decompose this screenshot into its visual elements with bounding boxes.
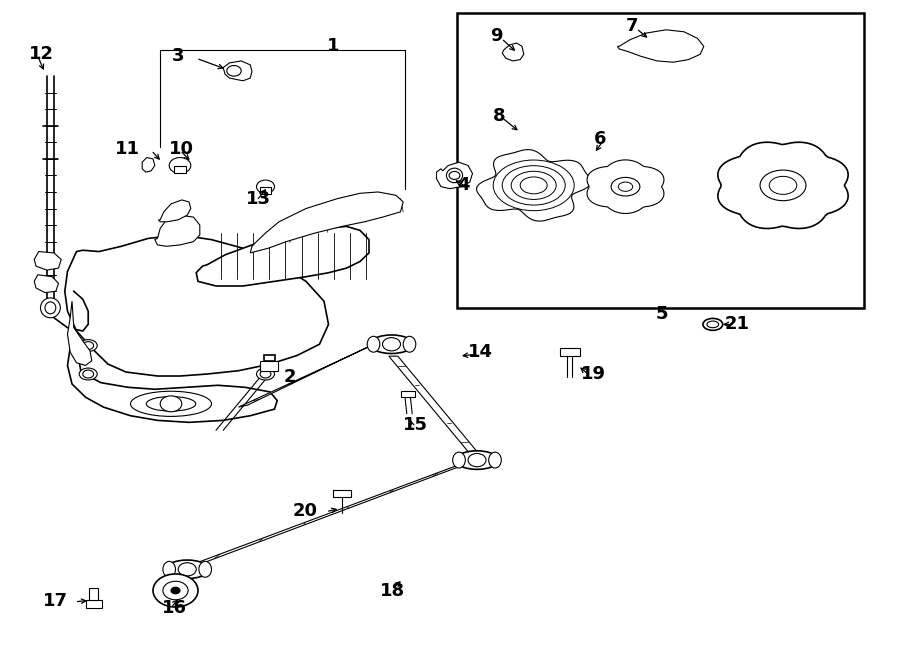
Polygon shape: [196, 226, 369, 286]
Polygon shape: [587, 160, 664, 213]
Text: 19: 19: [580, 365, 606, 383]
Polygon shape: [34, 252, 61, 270]
Polygon shape: [34, 275, 58, 293]
Circle shape: [163, 581, 188, 600]
Ellipse shape: [79, 340, 97, 352]
Polygon shape: [718, 142, 848, 228]
Polygon shape: [68, 301, 92, 365]
Polygon shape: [238, 344, 374, 407]
Bar: [174, 166, 186, 173]
Ellipse shape: [760, 170, 806, 201]
Ellipse shape: [611, 177, 640, 196]
Ellipse shape: [770, 176, 796, 195]
Ellipse shape: [367, 336, 380, 352]
Circle shape: [171, 587, 180, 594]
Circle shape: [153, 574, 198, 607]
Ellipse shape: [166, 560, 209, 579]
Ellipse shape: [199, 561, 212, 577]
Ellipse shape: [520, 177, 547, 194]
Ellipse shape: [493, 160, 574, 211]
Circle shape: [382, 338, 400, 351]
Bar: [89, 588, 98, 600]
Ellipse shape: [455, 451, 499, 469]
Text: 15: 15: [403, 416, 428, 434]
Ellipse shape: [370, 335, 413, 354]
Ellipse shape: [146, 397, 196, 411]
Text: 9: 9: [491, 27, 503, 46]
Circle shape: [256, 180, 274, 193]
Ellipse shape: [40, 298, 60, 318]
Bar: [264, 355, 274, 361]
Text: 4: 4: [457, 176, 470, 195]
Polygon shape: [436, 162, 472, 189]
Text: 11: 11: [114, 140, 140, 158]
Text: 10: 10: [169, 140, 194, 158]
Bar: [260, 187, 271, 194]
Ellipse shape: [453, 452, 465, 468]
Text: 14: 14: [468, 343, 493, 361]
Bar: [457, 13, 864, 308]
Text: 18: 18: [380, 581, 405, 600]
Ellipse shape: [45, 302, 56, 314]
Bar: [260, 361, 278, 371]
Ellipse shape: [618, 182, 633, 191]
Polygon shape: [250, 192, 403, 253]
Polygon shape: [155, 215, 200, 246]
Polygon shape: [65, 235, 328, 376]
Polygon shape: [389, 356, 477, 451]
Polygon shape: [68, 331, 277, 422]
Text: 21: 21: [724, 315, 750, 334]
Polygon shape: [223, 61, 252, 81]
Polygon shape: [186, 462, 466, 569]
Text: 1: 1: [327, 37, 339, 56]
Text: 6: 6: [594, 130, 607, 148]
Ellipse shape: [163, 561, 176, 577]
Circle shape: [83, 370, 94, 378]
Circle shape: [227, 66, 241, 76]
Circle shape: [449, 171, 460, 179]
Ellipse shape: [511, 171, 556, 199]
Text: 2: 2: [284, 368, 296, 387]
Ellipse shape: [707, 321, 719, 328]
Ellipse shape: [403, 336, 416, 352]
Polygon shape: [617, 30, 704, 62]
Ellipse shape: [256, 368, 274, 380]
Ellipse shape: [489, 452, 501, 468]
Polygon shape: [158, 200, 191, 222]
Circle shape: [160, 396, 182, 412]
Circle shape: [468, 453, 486, 467]
Ellipse shape: [703, 318, 723, 330]
Ellipse shape: [79, 368, 97, 380]
Ellipse shape: [130, 391, 212, 416]
Text: 13: 13: [246, 189, 271, 208]
Text: 5: 5: [655, 305, 668, 324]
Circle shape: [178, 563, 196, 576]
Text: 12: 12: [29, 45, 54, 64]
Bar: [333, 490, 351, 496]
Text: 8: 8: [493, 107, 506, 125]
Bar: [560, 348, 580, 356]
Circle shape: [83, 342, 94, 350]
Bar: [400, 391, 415, 397]
Ellipse shape: [502, 166, 565, 205]
Bar: [86, 600, 102, 608]
Polygon shape: [142, 158, 155, 172]
Circle shape: [169, 158, 191, 173]
Circle shape: [260, 370, 271, 378]
Polygon shape: [502, 43, 524, 61]
Text: 7: 7: [626, 17, 638, 36]
Text: 3: 3: [172, 47, 184, 66]
Text: 17: 17: [42, 592, 68, 610]
Text: 20: 20: [292, 502, 318, 520]
Ellipse shape: [446, 168, 463, 183]
Polygon shape: [476, 150, 590, 221]
Text: 16: 16: [162, 598, 187, 617]
